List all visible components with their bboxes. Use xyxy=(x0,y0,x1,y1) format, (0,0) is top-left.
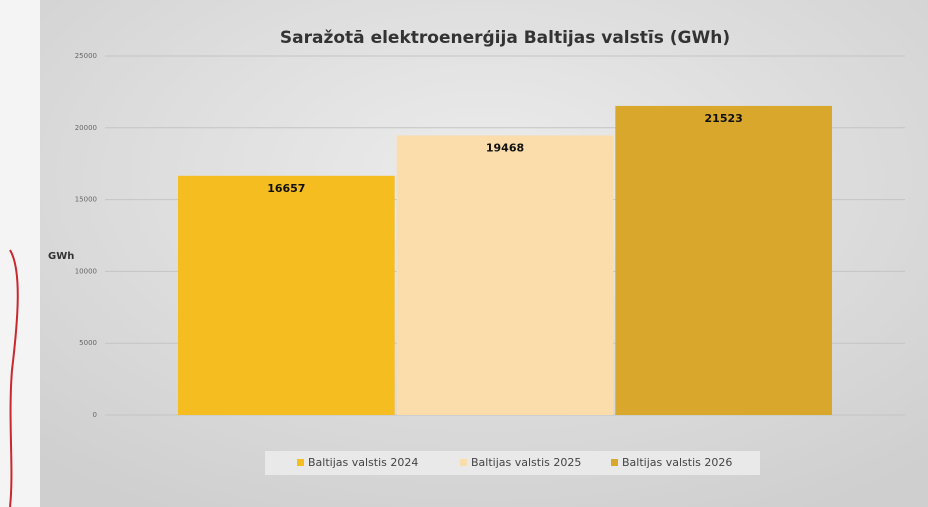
bar xyxy=(396,135,614,415)
legend-swatch xyxy=(297,459,304,466)
legend-label: Baltijas valstis 2024 xyxy=(308,456,418,469)
bar xyxy=(615,105,832,415)
data-label: 21523 xyxy=(705,112,743,125)
legend-box xyxy=(265,451,760,475)
chart-title: Saražotā elektroenerģija Baltijas valstī… xyxy=(280,28,730,48)
data-label: 19468 xyxy=(486,141,524,154)
y-tick-label: 10000 xyxy=(75,267,97,275)
y-tick-label: 15000 xyxy=(75,196,97,204)
legend-label: Baltijas valstis 2026 xyxy=(622,456,732,469)
y-tick-label: 0 xyxy=(93,411,97,419)
y-tick-label: 20000 xyxy=(75,124,97,132)
legend-swatch xyxy=(611,459,618,466)
legend-swatch xyxy=(460,459,467,466)
y-tick-label: 5000 xyxy=(79,339,97,347)
red-annotation xyxy=(9,249,19,507)
legend-label: Baltijas valstis 2025 xyxy=(471,456,581,469)
y-axis-label: GWh xyxy=(48,251,74,262)
data-label: 16657 xyxy=(267,182,305,195)
bar xyxy=(178,175,395,415)
y-tick-label: 25000 xyxy=(75,52,97,60)
